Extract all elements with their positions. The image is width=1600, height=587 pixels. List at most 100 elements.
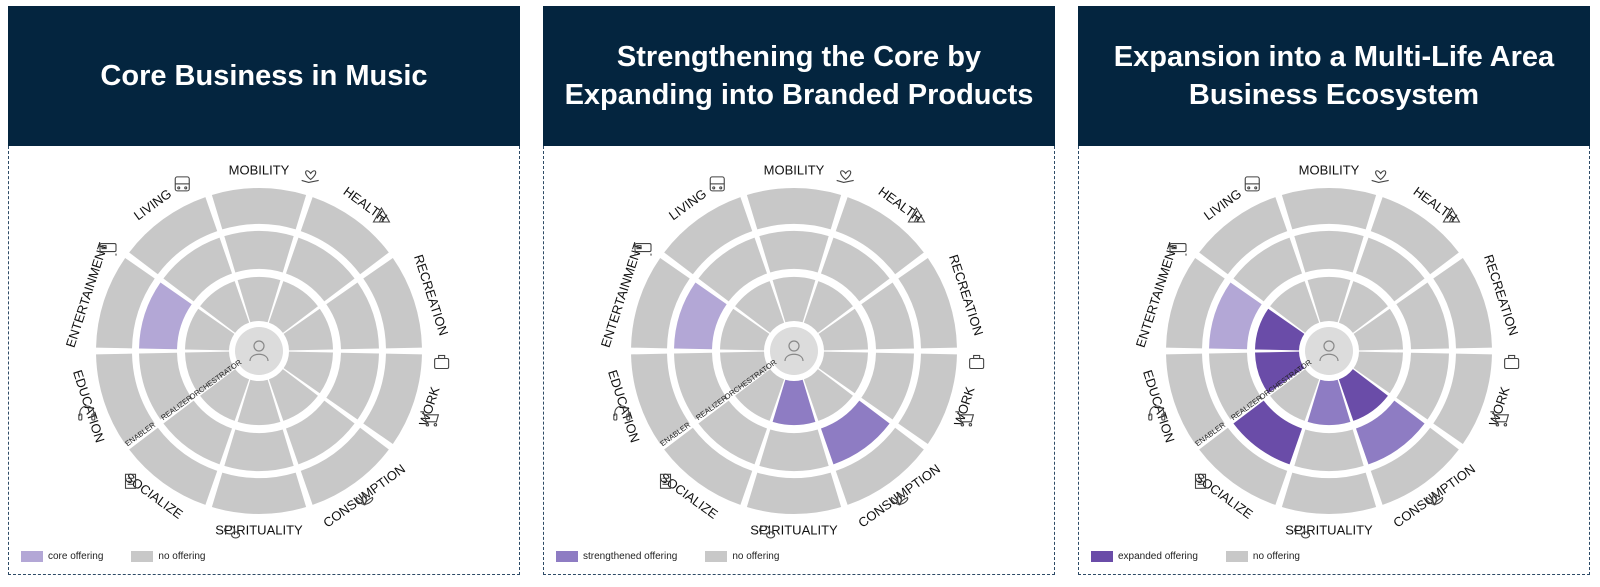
segment-health-realizer <box>820 237 890 302</box>
lotus-icon <box>1425 492 1444 506</box>
segment-consumption-enabler <box>300 427 389 505</box>
panel-branded-products: Strengthening the Core by Expanding into… <box>543 6 1055 578</box>
segment-entertainment-enabler <box>1166 257 1225 349</box>
person-icon <box>249 340 269 362</box>
segment-mobility-enabler <box>211 188 307 230</box>
wheel-segments <box>631 188 957 514</box>
segment-work-realizer <box>861 352 914 420</box>
legend-swatch <box>131 551 154 562</box>
segment-recreation-enabler <box>898 257 957 349</box>
legend-label: no offering <box>732 551 780 562</box>
segment-entertainment-enabler <box>96 257 155 349</box>
chat-bubbles-icon <box>224 525 241 539</box>
segment-recreation-enabler <box>363 257 422 349</box>
segment-living-enabler <box>129 197 218 275</box>
segment-health-orchestrator <box>268 281 318 333</box>
segment-consumption-enabler <box>1370 427 1459 505</box>
panel-title: Core Business in Music <box>100 60 428 92</box>
briefcase-icon <box>1504 354 1520 370</box>
legend-item: no offering <box>131 551 205 562</box>
segment-mobility-orchestrator <box>772 277 816 323</box>
panel-header: Strengthening the Core by Expanding into… <box>543 6 1055 146</box>
area-label-spirituality: SPIRITUALITY <box>215 522 303 537</box>
legend: expanded offering no offering <box>1091 551 1328 562</box>
heart-hand-icon <box>836 170 854 184</box>
segment-living-realizer <box>1233 237 1303 302</box>
segment-education-enabler <box>1166 353 1225 445</box>
legend-swatch <box>705 551 728 562</box>
heart-hand-icon <box>301 170 319 184</box>
segment-recreation-enabler <box>1433 257 1492 349</box>
segment-spirituality-orchestrator <box>237 379 281 425</box>
legend-item: core offering <box>21 551 103 562</box>
segment-work-enabler <box>363 353 422 445</box>
segment-recreation-orchestrator <box>818 308 868 351</box>
segment-socialize-enabler <box>1199 427 1288 505</box>
panel-header: Core Business in Music <box>8 6 520 146</box>
bed-icon <box>99 243 117 256</box>
briefcase-icon <box>434 354 450 370</box>
segment-education-enabler <box>96 353 155 445</box>
area-label-spirituality: SPIRITUALITY <box>750 522 838 537</box>
book-icon <box>124 473 137 489</box>
segment-entertainment-enabler <box>631 257 690 349</box>
segment-work-orchestrator <box>283 351 333 394</box>
segment-work-orchestrator <box>818 351 868 394</box>
legend-label: no offering <box>158 551 206 562</box>
bus-icon <box>1244 176 1260 192</box>
segment-mobility-enabler <box>1281 188 1377 230</box>
segment-living-realizer <box>698 237 768 302</box>
segment-work-realizer <box>326 352 379 420</box>
segment-health-realizer <box>285 237 355 302</box>
cart-icon <box>1490 411 1510 427</box>
lotus-icon <box>890 492 909 506</box>
segment-mobility-orchestrator <box>237 277 281 323</box>
tent-icon <box>907 206 926 223</box>
segment-recreation-orchestrator <box>1353 308 1403 351</box>
segment-spirituality-realizer <box>1294 429 1364 471</box>
segment-living-orchestrator <box>200 281 250 333</box>
bed-icon <box>1169 243 1187 256</box>
area-label-spirituality: SPIRITUALITY <box>1285 522 1373 537</box>
segment-socialize-enabler <box>129 427 218 505</box>
segment-entertainment-realizer <box>1209 282 1262 350</box>
panel-header: Expansion into a Multi-Life Area Busines… <box>1078 6 1590 146</box>
legend-item: strengthened offering <box>556 551 677 562</box>
segment-socialize-enabler <box>664 427 753 505</box>
segment-work-realizer <box>1396 352 1449 420</box>
segment-health-orchestrator <box>803 281 853 333</box>
segment-mobility-realizer <box>224 231 294 273</box>
segment-spirituality-enabler <box>746 472 842 514</box>
segment-spirituality-realizer <box>224 429 294 471</box>
bed-icon <box>634 243 652 256</box>
segment-living-enabler <box>1199 197 1288 275</box>
segment-consumption-enabler <box>835 427 924 505</box>
legend-label: expanded offering <box>1118 551 1198 562</box>
segment-socialize-orchestrator <box>735 369 785 421</box>
segment-consumption-orchestrator <box>1338 369 1388 421</box>
segment-education-orchestrator <box>185 351 235 394</box>
segment-socialize-orchestrator <box>1270 369 1320 421</box>
segment-mobility-orchestrator <box>1307 277 1351 323</box>
segment-education-orchestrator <box>1255 351 1305 394</box>
segment-mobility-realizer <box>759 231 829 273</box>
segment-entertainment-realizer <box>139 282 192 350</box>
legend-swatch <box>1091 551 1113 562</box>
segment-socialize-realizer <box>1233 400 1303 465</box>
legend: strengthened offering no offering <box>556 551 807 562</box>
tent-icon <box>372 206 391 223</box>
bus-icon <box>709 176 725 192</box>
segment-entertainment-realizer <box>674 282 727 350</box>
lotus-icon <box>355 492 374 506</box>
life-area-wheel: ORCHESTRATORREALIZERENABLERMOBILITYHEALT… <box>598 162 986 539</box>
headphones-icon <box>78 405 96 421</box>
segment-work-enabler <box>898 353 957 445</box>
headphones-icon <box>613 405 631 421</box>
segment-work-orchestrator <box>1353 351 1403 394</box>
segment-spirituality-enabler <box>211 472 307 514</box>
segment-education-realizer <box>674 352 727 420</box>
legend-item: expanded offering <box>1091 551 1198 562</box>
panel-title: Expansion into a Multi-Life Area Busines… <box>1113 41 1555 111</box>
segment-education-realizer <box>139 352 192 420</box>
wheel-segments <box>1166 188 1492 514</box>
